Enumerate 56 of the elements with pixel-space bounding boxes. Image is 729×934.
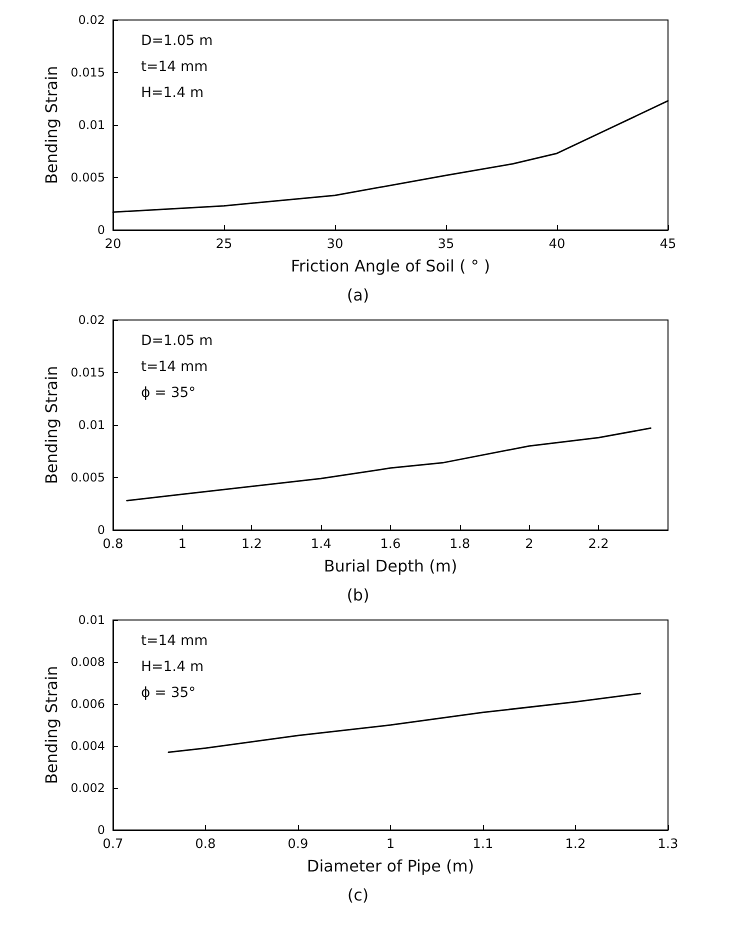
y-axis-title: Bending Strain: [42, 66, 62, 184]
annotation: H=1.4 m: [141, 85, 204, 101]
x-axis-title: Diameter of Pipe (m): [306, 856, 474, 876]
x-tick-label: 0.9: [288, 837, 308, 852]
x-tick-label: 45: [660, 237, 676, 252]
y-tick-label: 0.02: [78, 313, 105, 327]
annotation: D=1.05 m: [141, 333, 213, 349]
x-axis-title: Burial Depth (m): [324, 556, 458, 576]
line-series: [126, 427, 652, 502]
text: (c): [347, 886, 369, 904]
y-tick-label: 0.01: [78, 613, 105, 627]
x-tick-label: 40: [548, 237, 566, 252]
annotation: t=14 mm: [141, 359, 208, 375]
x-tick-label: 0.8: [102, 537, 124, 552]
x-tick-label: 1.3: [658, 837, 678, 852]
text: (a): [346, 286, 370, 304]
x-tick-label: 35: [438, 237, 454, 252]
x-tick-label: 2: [525, 537, 534, 552]
y-tick-label: 0.006: [70, 697, 105, 711]
y-axis-title: Bending Strain: [42, 666, 62, 784]
x-axis-title: Friction Angle of Soil ( ° ): [290, 256, 490, 276]
x-tick-label: 1.2: [565, 837, 586, 852]
x-tick-label: 30: [326, 237, 344, 252]
x-tick-label: 0.8: [195, 837, 216, 852]
x-tick-label: 1: [178, 537, 187, 552]
annotation: ϕ = 35°: [141, 385, 196, 401]
x-tick-label: 0.7: [102, 837, 124, 852]
annotation: D=1.05 m: [141, 33, 213, 49]
x-tick-label: 1.1: [472, 837, 494, 852]
y-axis-title: Bending Strain: [42, 366, 62, 484]
y-tick-label: 0: [97, 223, 105, 237]
x-tick-label: 1.4: [310, 537, 332, 552]
y-tick-label: 0.02: [78, 13, 105, 27]
y-tick-label: 0.008: [70, 655, 105, 669]
y-tick-label: 0.005: [70, 470, 105, 484]
y-tick-label: 0.002: [70, 781, 105, 795]
x-tick-label: 25: [216, 237, 232, 252]
y-tick-label: 0.005: [70, 170, 105, 184]
x-tick-label: 1.2: [241, 537, 262, 552]
annotation: ϕ = 35°: [141, 685, 196, 701]
x-tick-label: 1.6: [380, 537, 401, 552]
annotation: t=14 mm: [141, 633, 208, 649]
annotation: t=14 mm: [141, 59, 208, 75]
text: (b): [346, 586, 370, 604]
y-tick-label: 0: [97, 523, 105, 537]
y-tick-label: 0.015: [70, 366, 105, 380]
x-tick-label: 20: [104, 237, 122, 252]
annotation: H=1.4 m: [141, 659, 204, 675]
x-tick-label: 1.8: [450, 537, 470, 552]
x-tick-label: 1: [386, 837, 395, 852]
y-tick-label: 0: [97, 823, 105, 837]
y-tick-label: 0.015: [70, 66, 105, 80]
x-tick-label: 2.2: [588, 537, 609, 552]
y-tick-label: 0.004: [70, 739, 105, 753]
y-tick-label: 0.01: [78, 118, 105, 132]
y-tick-label: 0.01: [78, 418, 105, 432]
